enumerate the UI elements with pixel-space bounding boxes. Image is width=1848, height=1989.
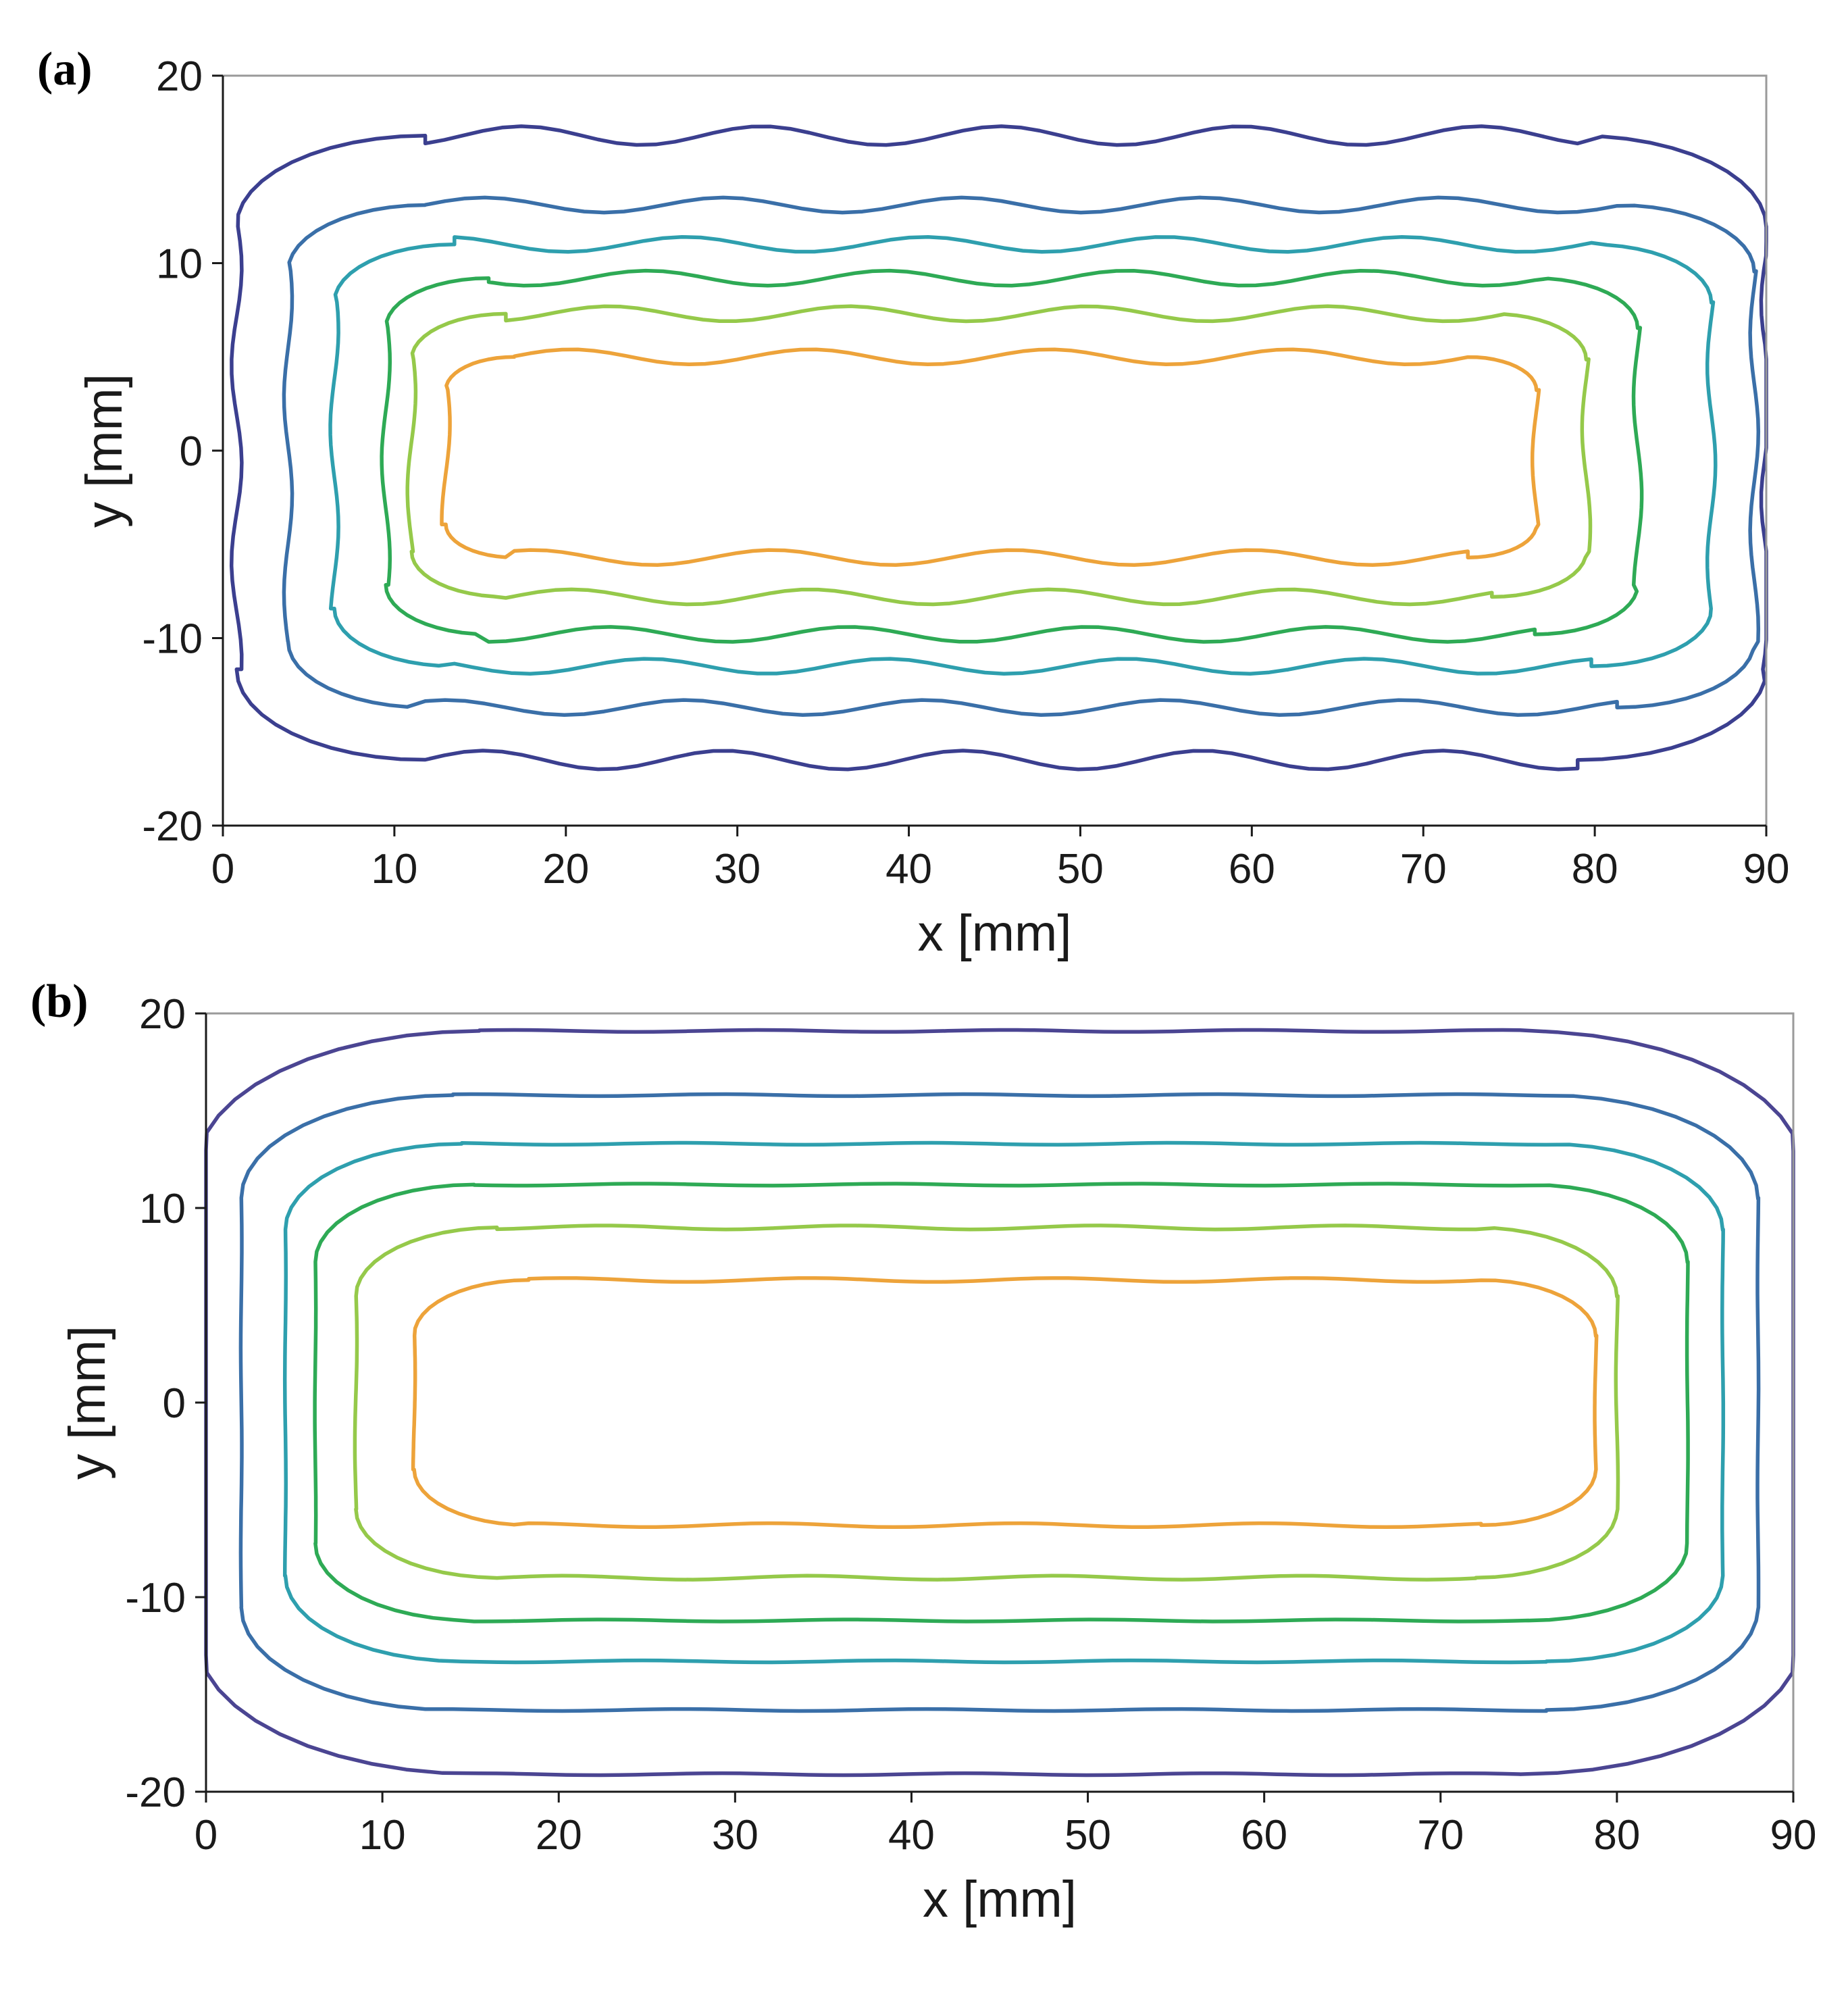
- panel-b-contours: [204, 1028, 1795, 1778]
- panel-a-y-ticks: 20 10 0 -10 -20: [142, 53, 223, 850]
- panel-b-y-tick-label: -10: [125, 1575, 186, 1621]
- panel-b-contour-line: [411, 1276, 1599, 1530]
- panel-b-x-tick-label: 10: [359, 1812, 406, 1859]
- panel-b-label: (b): [30, 976, 88, 1028]
- panel-b-y-tick-label: 20: [139, 991, 186, 1038]
- panel-a-y-tick-label: -10: [142, 616, 203, 663]
- panel-b-contour-line: [313, 1182, 1690, 1623]
- panel-a-y-tick-label: -20: [142, 803, 203, 850]
- panel-b-x-tick-label: 50: [1064, 1812, 1111, 1859]
- panel-b-x-tick-label: 0: [195, 1812, 217, 1859]
- panel-a-y-tick-label: 10: [156, 241, 203, 288]
- panel-a-contour-line: [380, 268, 1644, 644]
- panel-b-y-tick-label: 0: [163, 1380, 186, 1427]
- panel-a-x-tick-label: 10: [371, 846, 417, 892]
- panel-b-x-ticks: 0 10 20 30 40 50 60 70 80 90: [195, 1792, 1817, 1859]
- panel-a: (a) 0 10 20 30 40 50 60 70 80 90 20 10 0 -10 -20 x [m…: [37, 43, 1789, 962]
- panel-a-x-axis-label: x [mm]: [918, 905, 1072, 962]
- panel-a-x-tick-label: 80: [1572, 846, 1618, 892]
- panel-a-x-tick-label: 20: [542, 846, 589, 892]
- panel-a-x-tick-label: 90: [1743, 846, 1790, 892]
- panel-a-x-tick-label: 30: [714, 846, 761, 892]
- panel-b-contour-line: [282, 1140, 1726, 1665]
- panel-b-y-ticks: 20 10 0 -10 -20: [125, 991, 206, 1816]
- panel-a-y-tick-label: 20: [156, 53, 203, 100]
- panel-a-x-tick-label: 60: [1229, 846, 1275, 892]
- panel-a-x-tick-label: 40: [886, 846, 932, 892]
- panel-b-x-axis-label: x [mm]: [923, 1871, 1077, 1928]
- panel-a-contour-line: [405, 304, 1593, 607]
- panel-a-y-tick-label: 0: [180, 428, 203, 475]
- panel-a-x-tick-label: 70: [1400, 846, 1447, 892]
- panel-a-contour-line: [229, 124, 1768, 772]
- panel-b-x-tick-label: 80: [1593, 1812, 1640, 1859]
- panel-b-x-tick-label: 40: [888, 1812, 935, 1859]
- panel-a-y-axis-label: y [mm]: [76, 374, 133, 528]
- panel-b-x-tick-label: 60: [1241, 1812, 1287, 1859]
- panel-b-y-axis-label: y [mm]: [59, 1326, 116, 1480]
- panel-a-contour-line: [282, 195, 1761, 717]
- panel-a-x-tick-label: 50: [1057, 846, 1104, 892]
- panel-b-x-tick-label: 70: [1417, 1812, 1464, 1859]
- panel-a-contours: [229, 124, 1768, 772]
- panel-b-x-tick-label: 90: [1770, 1812, 1817, 1859]
- panel-a-contour-line: [328, 234, 1718, 676]
- panel-a-x-ticks: 0 10 20 30 40 50 60 70 80 90: [211, 826, 1790, 892]
- panel-a-contour-line: [440, 347, 1541, 568]
- panel-b-x-tick-label: 20: [536, 1812, 582, 1859]
- panel-b-y-tick-label: 10: [139, 1186, 186, 1232]
- panel-a-label: (a): [37, 43, 93, 95]
- panel-b: (b) 0 10 20 30 40 50 60 70 80 90 20 10 0 -10 -20 x [m…: [30, 976, 1816, 1928]
- panel-b-x-tick-label: 30: [712, 1812, 759, 1859]
- panel-b-contour-line: [353, 1224, 1620, 1582]
- panel-b-contour-line: [238, 1092, 1761, 1713]
- panel-b-y-tick-label: -20: [125, 1769, 186, 1816]
- panel-b-plot-frame: [205, 1012, 1795, 1793]
- panel-a-x-tick-label: 0: [211, 846, 234, 892]
